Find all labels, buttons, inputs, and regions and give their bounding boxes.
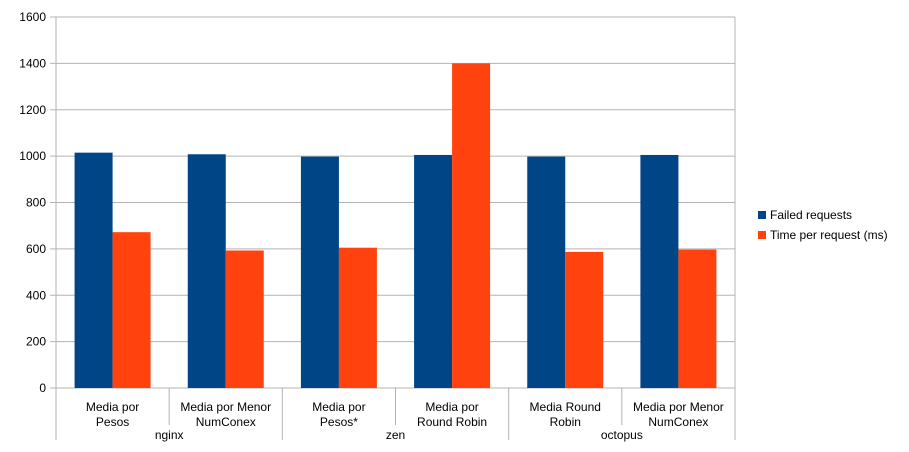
legend-label: Time per request (ms): [770, 228, 888, 242]
legend: Failed requests Time per request (ms): [758, 208, 888, 242]
bar-time-per-request: [112, 232, 151, 388]
legend-label: Failed requests: [770, 208, 852, 222]
x-tick-label: NumConex: [648, 415, 708, 429]
x-tick-label: Media Round: [530, 400, 601, 414]
bar-failed-requests: [414, 154, 453, 388]
bar-failed-requests: [640, 154, 679, 388]
bar-failed-requests: [187, 154, 226, 388]
x-tick-label: Media por: [312, 400, 365, 414]
x-tick-label: Robin: [550, 415, 581, 429]
bar-failed-requests: [300, 156, 339, 388]
y-tick-label: 1200: [19, 103, 46, 117]
y-tick-label: 200: [26, 335, 46, 349]
gridlines: [56, 16, 735, 389]
x-tick-label: Media por: [425, 400, 478, 414]
bar-time-per-request: [452, 63, 491, 388]
x-tick-label: Pesos: [96, 415, 129, 429]
y-tick-label: 1400: [19, 56, 46, 70]
x-tick-label: Media por Menor: [633, 400, 724, 414]
bar-time-per-request: [338, 247, 377, 388]
x-tick-label: Media por: [86, 400, 139, 414]
bar-failed-requests: [527, 156, 566, 388]
bar-failed-requests: [74, 152, 113, 388]
x-tick-label: Round Robin: [417, 415, 487, 429]
y-tick-label: 1000: [19, 149, 46, 163]
y-axis: 0 200 400 600 800 1000 1200 1400 1600: [19, 10, 736, 395]
x-group-label: octopus: [601, 428, 643, 442]
legend-swatch: [758, 211, 766, 219]
bars: [74, 63, 717, 388]
x-tick-label: Media por Menor: [180, 400, 271, 414]
y-tick-label: 600: [26, 242, 46, 256]
y-tick-label: 800: [26, 196, 46, 210]
y-tick-label: 1600: [19, 10, 46, 24]
x-tick-label: Pesos*: [320, 415, 358, 429]
x-group-label: zen: [386, 428, 405, 442]
bar-time-per-request: [225, 250, 264, 388]
legend-swatch: [758, 231, 766, 239]
bar-time-per-request: [565, 251, 604, 388]
bar-time-per-request: [678, 249, 717, 388]
x-group-label: nginx: [155, 428, 184, 442]
y-tick-label: 400: [26, 288, 46, 302]
y-tick-label: 0: [39, 381, 46, 395]
x-tick-label: NumConex: [196, 415, 256, 429]
